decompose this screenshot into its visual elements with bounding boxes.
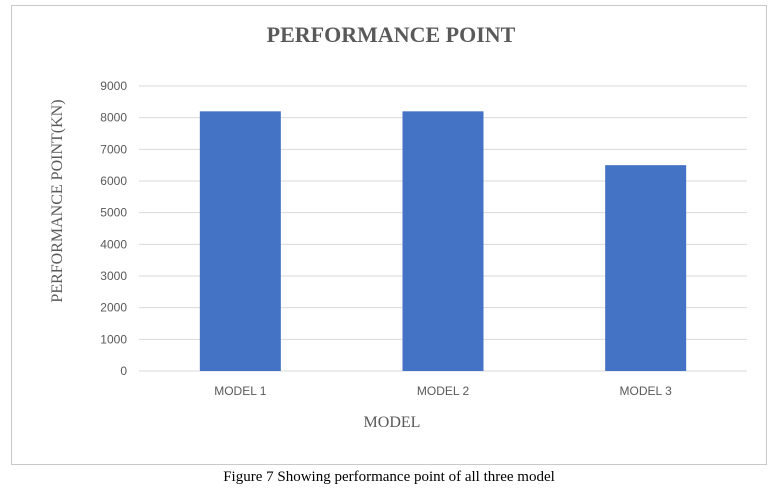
y-tick-label: 0 — [120, 364, 127, 378]
bar-model-3 — [605, 165, 687, 371]
y-axis-title: PERFORMANCE POINT(KN) — [49, 99, 66, 302]
bar-model-1 — [199, 111, 281, 371]
bars — [199, 111, 687, 371]
y-tick-label: 7000 — [100, 142, 127, 156]
figure-caption: Figure 7 Showing performance point of al… — [223, 469, 555, 485]
bar-model-2 — [402, 111, 484, 371]
y-tick-label: 5000 — [100, 206, 127, 220]
y-tick-label: 2000 — [100, 301, 127, 315]
y-tick-label: 1000 — [100, 332, 127, 346]
y-tick-label: 8000 — [100, 111, 127, 125]
x-tick-label: MODEL 3 — [620, 384, 673, 398]
x-tick-label: MODEL 1 — [214, 384, 267, 398]
y-tick-label: 9000 — [100, 79, 127, 93]
y-tick-label: 3000 — [100, 269, 127, 283]
x-axis-title: MODEL — [364, 414, 421, 431]
x-axis-tick-labels: MODEL 1 MODEL 2 MODEL 3 — [214, 384, 672, 398]
y-axis-tick-labels: 0 1000 2000 3000 4000 5000 6000 7000 8000 9000 — [100, 79, 127, 378]
chart-title: PERFORMANCE POINT — [267, 22, 516, 47]
y-tick-label: 4000 — [100, 237, 127, 251]
y-tick-label: 6000 — [100, 174, 127, 188]
x-tick-label: MODEL 2 — [417, 384, 470, 398]
